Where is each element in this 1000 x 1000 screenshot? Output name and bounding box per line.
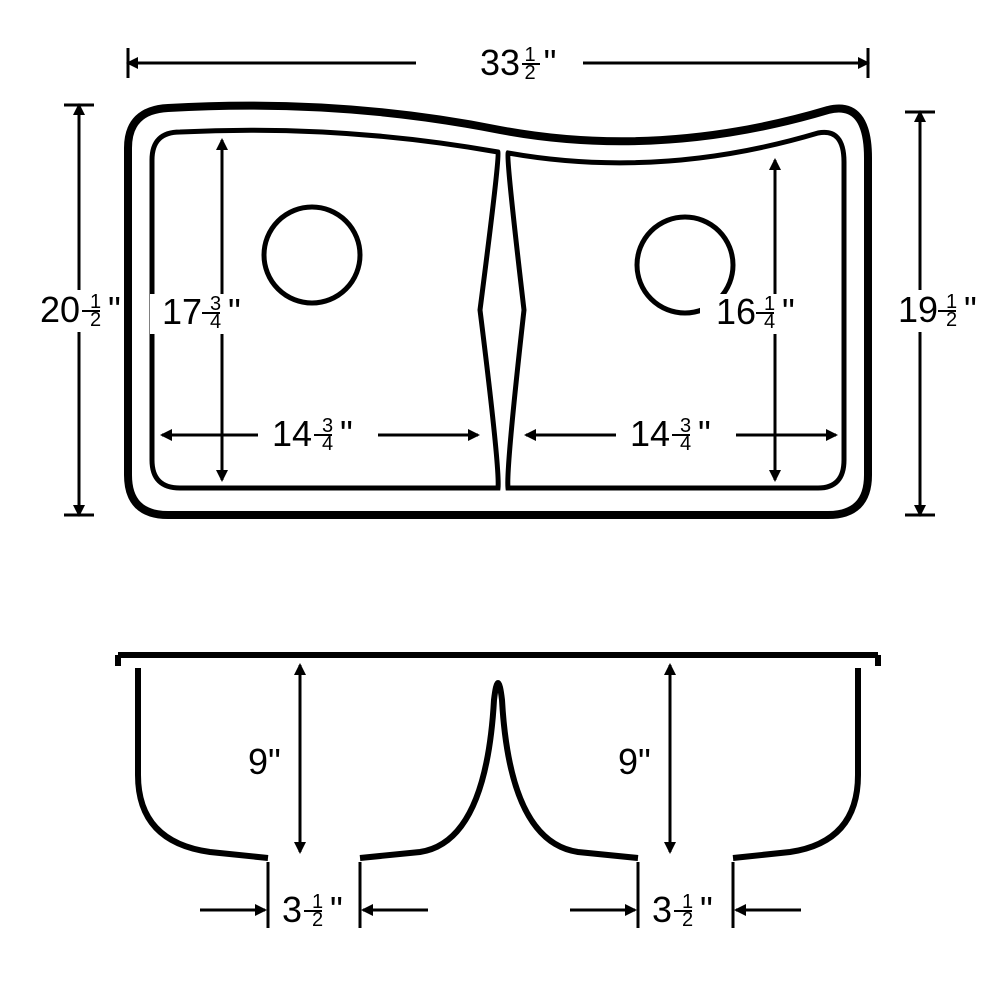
dim-drain-right: 3 1 2 " [570, 862, 801, 931]
svg-text:": " [108, 289, 121, 330]
dim-basin-left-width: 14 3 4 " [162, 413, 478, 455]
dim-depth-right: 9" [608, 665, 670, 852]
svg-text:4: 4 [210, 311, 221, 333]
top-view: 33 1 2 " 20 1 2 " [18, 42, 990, 515]
svg-text:3: 3 [282, 889, 302, 930]
svg-text:2: 2 [90, 309, 101, 331]
drain-left [264, 207, 360, 303]
svg-text:20: 20 [40, 289, 80, 330]
svg-text:2: 2 [524, 62, 535, 84]
svg-text:2: 2 [946, 309, 957, 331]
svg-text:2: 2 [682, 909, 693, 931]
dim-overall-height-left: 20 1 2 " [18, 105, 121, 515]
dim-overall-height-right: 19 1 2 " [880, 112, 990, 515]
svg-text:33: 33 [480, 42, 520, 83]
svg-text:": " [340, 413, 353, 454]
svg-text:19: 19 [898, 289, 938, 330]
dim-drain-left: 3 1 2 " [200, 862, 428, 931]
dim-overall-width: 33 1 2 " [128, 42, 868, 84]
svg-text:9": 9" [618, 741, 651, 782]
svg-text:": " [964, 289, 977, 330]
svg-text:": " [544, 42, 557, 83]
svg-text:14: 14 [630, 413, 670, 454]
dim-basin-left-height: 17 3 4 " [150, 140, 260, 480]
svg-text:": " [330, 889, 343, 930]
svg-text:": " [782, 291, 795, 332]
svg-text:3: 3 [652, 889, 672, 930]
svg-text:": " [698, 413, 711, 454]
svg-text:": " [228, 291, 241, 332]
svg-text:2: 2 [312, 909, 323, 931]
svg-text:": " [700, 889, 713, 930]
svg-text:4: 4 [764, 311, 775, 333]
svg-text:9": 9" [248, 741, 281, 782]
svg-text:14: 14 [272, 413, 312, 454]
svg-text:16: 16 [716, 291, 756, 332]
dim-basin-right-width: 14 3 4 " [526, 413, 836, 455]
svg-text:17: 17 [162, 291, 202, 332]
svg-text:4: 4 [680, 433, 691, 455]
svg-text:4: 4 [322, 433, 333, 455]
dim-depth-left: 9" [238, 665, 300, 852]
side-view: 9" 9" 3 1 2 " [118, 655, 878, 931]
